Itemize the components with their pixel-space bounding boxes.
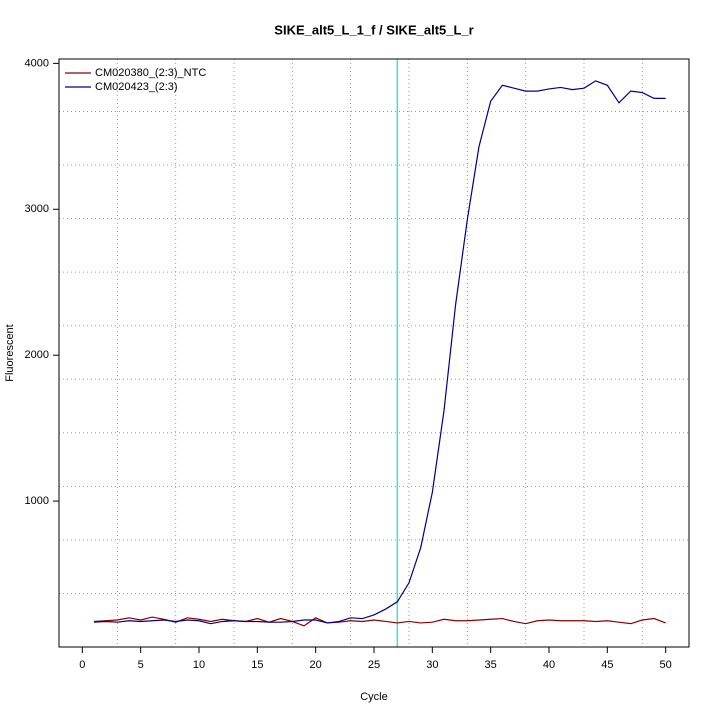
x-tick-label: 35 — [485, 659, 497, 671]
x-tick-label: 10 — [193, 659, 205, 671]
x-tick-label: 50 — [660, 659, 672, 671]
y-tick-label: 2000 — [25, 349, 49, 361]
x-axis-label: Cycle — [360, 691, 388, 703]
x-tick-label: 20 — [310, 659, 322, 671]
y-tick-label: 3000 — [25, 203, 49, 215]
x-tick-label: 30 — [426, 659, 438, 671]
legend-label: CM020423_(2:3) — [95, 81, 178, 93]
chart-title: SIKE_alt5_L_1_f / SIKE_alt5_L_r — [274, 22, 473, 37]
y-tick-label: 4000 — [25, 57, 49, 69]
x-tick-label: 40 — [543, 659, 555, 671]
series-line — [93, 616, 666, 627]
x-tick-label: 5 — [138, 659, 144, 671]
y-tick-label: 1000 — [25, 495, 49, 507]
x-tick-label: 0 — [79, 659, 85, 671]
series-line — [93, 80, 666, 625]
plot-frame — [58, 58, 690, 648]
x-tick-label: 25 — [368, 659, 380, 671]
legend-label: CM020380_(2:3)_NTC — [95, 67, 206, 79]
x-tick-label: 15 — [251, 659, 263, 671]
x-tick-label: 45 — [601, 659, 613, 671]
y-axis-label: Fluorescent — [4, 324, 16, 381]
